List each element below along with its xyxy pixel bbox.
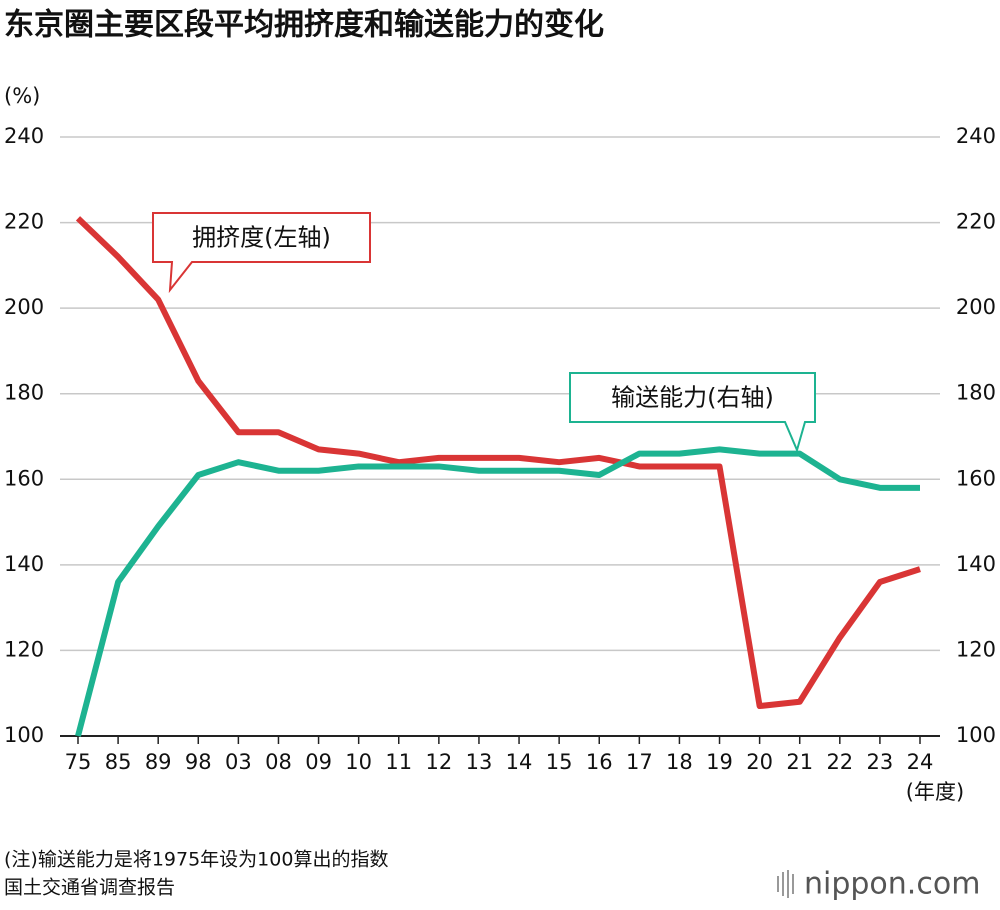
x-tick-label: 98 bbox=[185, 750, 212, 774]
legend-callout: 输送能力(右轴) bbox=[569, 372, 816, 453]
x-tick-label: 18 bbox=[666, 750, 693, 774]
logo-mark bbox=[777, 870, 794, 898]
legend-label: 输送能力(右轴) bbox=[611, 384, 774, 412]
x-tick-label: 21 bbox=[786, 750, 813, 774]
y-tick-label: 240 bbox=[4, 124, 44, 148]
x-tick-label: 75 bbox=[65, 750, 92, 774]
x-tick-label: 22 bbox=[826, 750, 853, 774]
series-line bbox=[75, 446, 920, 737]
y2-tick-label: 100 bbox=[956, 723, 996, 747]
y-tick-label: 120 bbox=[4, 637, 44, 661]
source-logo: nippon.com bbox=[804, 867, 980, 902]
callout-box bbox=[569, 372, 816, 453]
y2-tick-label: 140 bbox=[956, 552, 996, 576]
callout-box bbox=[152, 212, 371, 294]
x-unit: (年度) bbox=[906, 780, 964, 804]
x-tick-label: 08 bbox=[265, 750, 292, 774]
legend-label: 拥挤度(左轴) bbox=[192, 224, 331, 252]
y2-tick-label: 180 bbox=[956, 381, 996, 405]
x-tick-label: 11 bbox=[385, 750, 412, 774]
x-tick-label: 85 bbox=[105, 750, 132, 774]
y2-tick-label: 200 bbox=[956, 295, 996, 319]
y2-tick-label: 120 bbox=[956, 637, 996, 661]
x-tick-label: 16 bbox=[586, 750, 613, 774]
y-tick-label: 180 bbox=[4, 381, 44, 405]
x-tick-label: 15 bbox=[546, 750, 573, 774]
y-unit: (%) bbox=[4, 84, 40, 108]
y-tick-label: 200 bbox=[4, 295, 44, 319]
y-tick-label: 100 bbox=[4, 723, 44, 747]
y-tick-label: 140 bbox=[4, 552, 44, 576]
y-tick-label: 160 bbox=[4, 466, 44, 490]
note: (注)输送能力是将1975年设为100算出的指数 bbox=[4, 849, 388, 871]
x-tick-label: 09 bbox=[305, 750, 332, 774]
y2-tick-label: 240 bbox=[956, 124, 996, 148]
legend-callout: 拥挤度(左轴) bbox=[152, 212, 371, 294]
x-tick-label: 23 bbox=[867, 750, 894, 774]
x-tick-label: 13 bbox=[466, 750, 493, 774]
x-tick-label: 03 bbox=[225, 750, 252, 774]
chart-title: 东京圈主要区段平均拥挤度和输送能力的变化 bbox=[4, 8, 604, 43]
x-tick-label: 19 bbox=[706, 750, 733, 774]
series-line bbox=[75, 216, 921, 710]
x-tick-label: 10 bbox=[345, 750, 372, 774]
y2-tick-label: 160 bbox=[956, 466, 996, 490]
x-tick-label: 12 bbox=[425, 750, 452, 774]
y-tick-label: 220 bbox=[4, 210, 44, 234]
x-tick-label: 20 bbox=[746, 750, 773, 774]
y2-tick-label: 220 bbox=[956, 210, 996, 234]
x-tick-label: 17 bbox=[626, 750, 653, 774]
x-tick-label: 89 bbox=[145, 750, 172, 774]
x-tick-label: 24 bbox=[907, 750, 934, 774]
x-tick-label: 14 bbox=[506, 750, 533, 774]
note: 国土交通省调查报告 bbox=[4, 877, 175, 899]
